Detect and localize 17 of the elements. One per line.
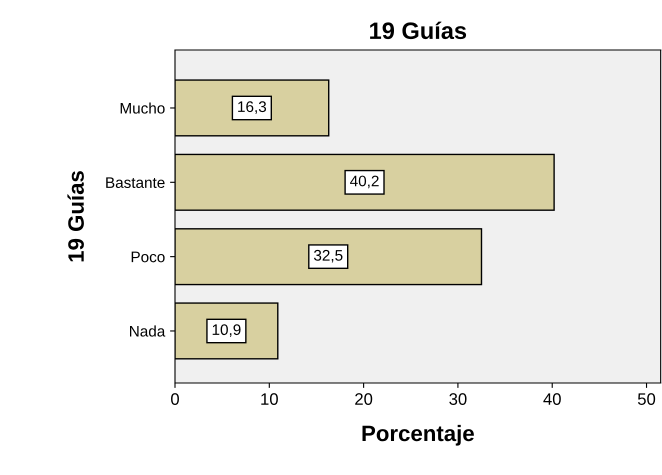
y-tick-label: Nada [130,325,166,337]
x-tick-label: 0 [171,393,179,405]
x-tick-label: 10 [261,393,278,405]
chart-title: 19 Guías [370,22,466,40]
data-label: 16,3 [238,101,266,114]
y-tick-label: Bastante [106,177,165,188]
x-axis-title: Porcentaje [362,424,474,446]
x-tick-label: 20 [355,393,372,405]
y-tick-label: Mucho [120,102,165,114]
y-axis-title: 19 Guías [67,171,84,262]
x-tick-label: 50 [638,393,656,405]
x-tick-label: 30 [449,393,467,405]
y-tick-label: Poco [132,252,165,262]
data-label: 10,9 [212,324,241,337]
x-tick-label: 40 [543,393,561,405]
data-label: 32,5 [314,250,342,263]
data-label: 40,2 [350,176,379,188]
